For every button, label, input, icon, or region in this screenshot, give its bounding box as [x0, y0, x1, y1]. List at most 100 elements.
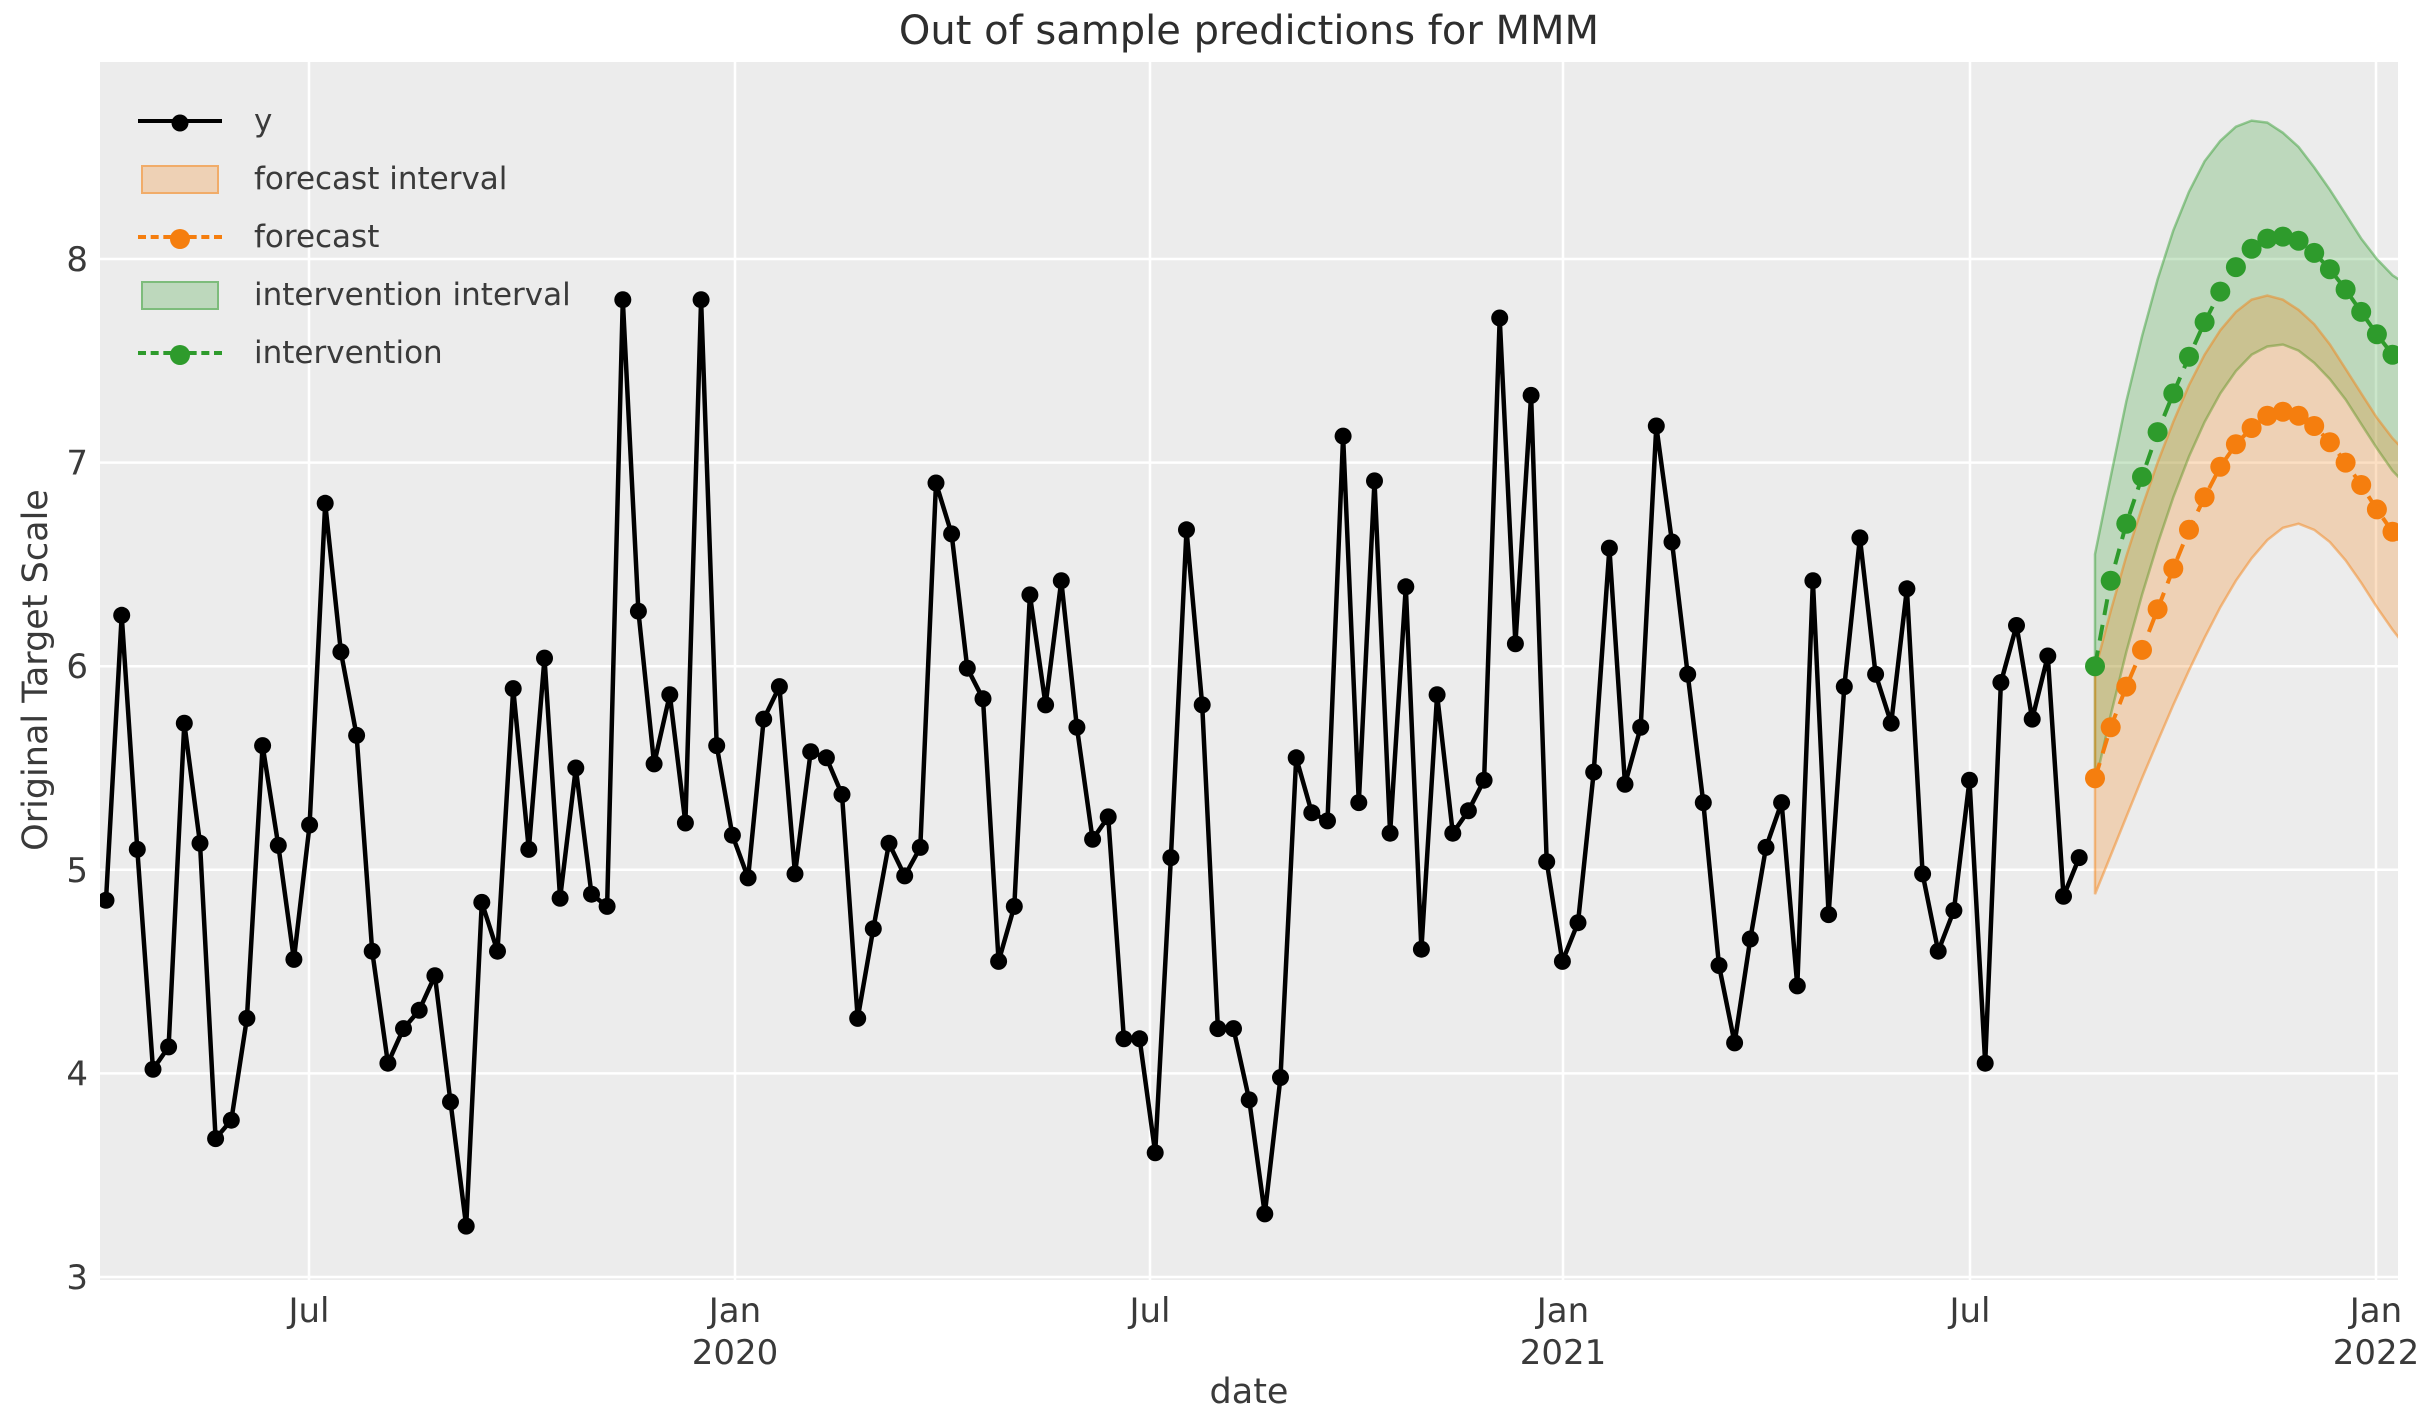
y-marker: [442, 1093, 459, 1111]
legend-label: forecast interval: [254, 161, 508, 197]
y-marker: [1005, 897, 1023, 915]
y-marker: [676, 814, 694, 832]
y-marker: [1773, 794, 1791, 812]
y-marker: [817, 749, 835, 767]
line-marker-icon: [138, 114, 222, 132]
y-marker: [1162, 849, 1180, 867]
y-marker: [1679, 665, 1697, 683]
y-marker: [1506, 635, 1524, 653]
y-marker: [1303, 804, 1321, 822]
y-marker: [598, 897, 616, 915]
forecast-marker: [2335, 452, 2356, 473]
y-marker: [1538, 853, 1556, 871]
interval-patch-icon: [138, 164, 222, 194]
legend-label: intervention: [254, 335, 443, 371]
y-marker: [1898, 580, 1916, 598]
y-marker: [943, 525, 961, 543]
intervention-marker: [2179, 346, 2199, 367]
forecast-marker: [2194, 487, 2215, 508]
y-marker: [2055, 887, 2072, 905]
marker-dot-icon: [170, 345, 190, 365]
intervention-marker: [2272, 226, 2293, 247]
y-marker: [1334, 427, 1352, 445]
y-marker: [1945, 902, 1963, 919]
y-marker: [1914, 865, 1932, 883]
forecast-marker: [2257, 405, 2278, 426]
legend-label: intervention interval: [254, 277, 571, 313]
y-marker: [1021, 586, 1039, 604]
y-marker: [583, 885, 600, 903]
y-marker: [363, 942, 381, 960]
forecast-marker: [2163, 558, 2184, 579]
forecast-marker: [2085, 768, 2105, 789]
y-marker: [1131, 1030, 1149, 1048]
y-marker: [1350, 794, 1368, 812]
y-marker: [880, 834, 898, 852]
y-marker: [1788, 977, 1806, 995]
y-marker: [1099, 808, 1117, 826]
y-marker: [2039, 647, 2057, 665]
forecast-marker: [2132, 639, 2152, 660]
y-tick-label: 6: [66, 647, 88, 687]
y-marker: [207, 1130, 225, 1148]
y-tick-label: 5: [66, 851, 88, 891]
legend-item-forecast-interval: forecast interval: [138, 150, 571, 208]
y-marker: [1475, 771, 1493, 789]
y-marker: [1366, 472, 1383, 490]
y-marker: [489, 942, 506, 960]
legend-item-intervention: intervention: [138, 324, 571, 382]
y-marker: [1459, 802, 1477, 820]
y-marker: [128, 840, 146, 858]
intervention-marker: [2163, 383, 2184, 404]
forecast-marker: [2147, 599, 2168, 620]
y-marker: [504, 680, 522, 698]
y-marker: [1428, 686, 1446, 704]
y-marker: [755, 710, 773, 728]
y-marker: [191, 834, 209, 852]
intervention-marker: [2241, 238, 2262, 259]
y-marker: [1741, 930, 1759, 948]
forecast-marker: [2351, 475, 2372, 495]
y-marker: [348, 726, 366, 744]
y-marker: [1835, 678, 1853, 696]
y-marker: [254, 737, 272, 755]
line-marker-icon: [138, 345, 222, 365]
y-marker: [958, 659, 976, 677]
intervention-marker: [2100, 570, 2121, 591]
forecast-marker: [2272, 401, 2293, 422]
y-marker: [1616, 775, 1634, 793]
intervention-marker: [2366, 324, 2387, 345]
y-marker: [473, 893, 491, 911]
y-marker: [1209, 1020, 1227, 1038]
y-tick-label: 3: [66, 1258, 88, 1298]
x-tick-label: Jul: [286, 1291, 329, 1331]
y-marker: [990, 952, 1008, 970]
y-marker: [2023, 710, 2041, 728]
y-marker: [2070, 849, 2088, 867]
y-marker: [551, 889, 569, 907]
y-marker: [1694, 794, 1712, 812]
y-marker: [1726, 1034, 1744, 1052]
y-marker: [1710, 957, 1728, 974]
line-marker-icon: [138, 229, 222, 249]
y-marker: [567, 759, 585, 777]
y-marker: [833, 786, 851, 803]
y-marker: [1178, 521, 1195, 539]
forecast-marker: [2319, 432, 2340, 453]
intervention-marker: [2319, 259, 2340, 280]
line-marker-icon: [138, 114, 222, 132]
y-marker: [1647, 417, 1665, 435]
y-marker: [1193, 696, 1211, 714]
interval-patch-icon: [141, 164, 219, 194]
intervention-marker: [2116, 513, 2137, 534]
y-marker: [1882, 714, 1900, 732]
chart-title: Out of sample predictions for MMM: [898, 8, 1600, 54]
y-marker: [1961, 771, 1978, 789]
legend-label: forecast: [254, 219, 380, 255]
forecast-marker: [2382, 521, 2398, 542]
y-axis-label: Original Target Scale: [16, 489, 56, 851]
y-marker: [708, 737, 726, 755]
plot-background: [100, 62, 2398, 1280]
y-marker: [1929, 942, 1947, 960]
